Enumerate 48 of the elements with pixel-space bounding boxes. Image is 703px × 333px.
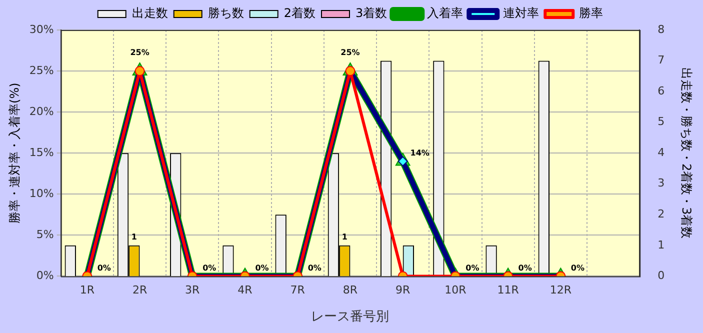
- x-tick-label: 2R: [132, 284, 148, 297]
- data-label: 1: [342, 232, 348, 242]
- y-tick-label: 0%: [36, 269, 54, 282]
- y2-tick-label: 4: [658, 146, 665, 159]
- x-axis-title: レース番号別: [311, 310, 390, 325]
- legend-label: 出走数: [132, 6, 168, 20]
- legend-label: 2着数: [284, 6, 316, 20]
- x-tick-label: 7R: [290, 284, 306, 297]
- y2-tick-label: 3: [658, 176, 665, 190]
- y-tick-label: 30%: [29, 22, 54, 36]
- legend-label: 勝率: [579, 6, 604, 20]
- x-tick-label: 9R: [396, 284, 411, 297]
- data-label: 25%: [340, 48, 360, 58]
- y-tick-label: 5%: [36, 228, 54, 242]
- data-label: 1: [131, 232, 138, 242]
- y2-tick-label: 0: [658, 269, 665, 282]
- x-tick-label: 8R: [342, 284, 358, 297]
- legend-label: 3着数: [356, 6, 388, 20]
- y2-tick-label: 7: [658, 54, 665, 67]
- data-label: 0%: [255, 263, 269, 272]
- data-label: 14%: [410, 148, 430, 158]
- data-label: 0%: [518, 263, 532, 272]
- x-tick-label: 11R: [497, 284, 520, 297]
- data-label: 0%: [466, 263, 480, 272]
- data-label: 0%: [97, 263, 111, 272]
- y-tick-label: 10%: [29, 186, 54, 200]
- x-tick-label: 12R: [550, 284, 572, 297]
- data-label: 0%: [202, 263, 216, 272]
- legend-label: 連対率: [503, 6, 540, 20]
- x-tick-label: 3R: [185, 284, 200, 297]
- x-tick-label: 10R: [444, 284, 467, 297]
- x-tick-label: 1R: [80, 284, 95, 297]
- y2-tick-label: 2: [658, 208, 665, 221]
- x-tick-label: 4R: [238, 284, 253, 297]
- y2-axis-title: 出走数・勝ち数・2着数・3着数: [680, 67, 694, 239]
- y2-tick-label: 6: [658, 84, 665, 98]
- legend-label: 入着率: [427, 6, 464, 20]
- y-axis-title: 勝率・連対率・入着率(%): [7, 82, 22, 224]
- data-label: 25%: [130, 48, 150, 58]
- y2-tick-label: 5: [658, 115, 665, 128]
- y-tick-label: 15%: [29, 146, 54, 159]
- y-tick-label: 20%: [29, 104, 54, 118]
- y-tick-label: 25%: [29, 64, 54, 77]
- data-label: 0%: [570, 263, 584, 272]
- data-label: 0%: [308, 263, 322, 272]
- y2-tick-label: 1: [658, 238, 665, 252]
- legend-label: 勝ち数: [208, 6, 244, 20]
- y2-tick-label: 8: [658, 22, 665, 36]
